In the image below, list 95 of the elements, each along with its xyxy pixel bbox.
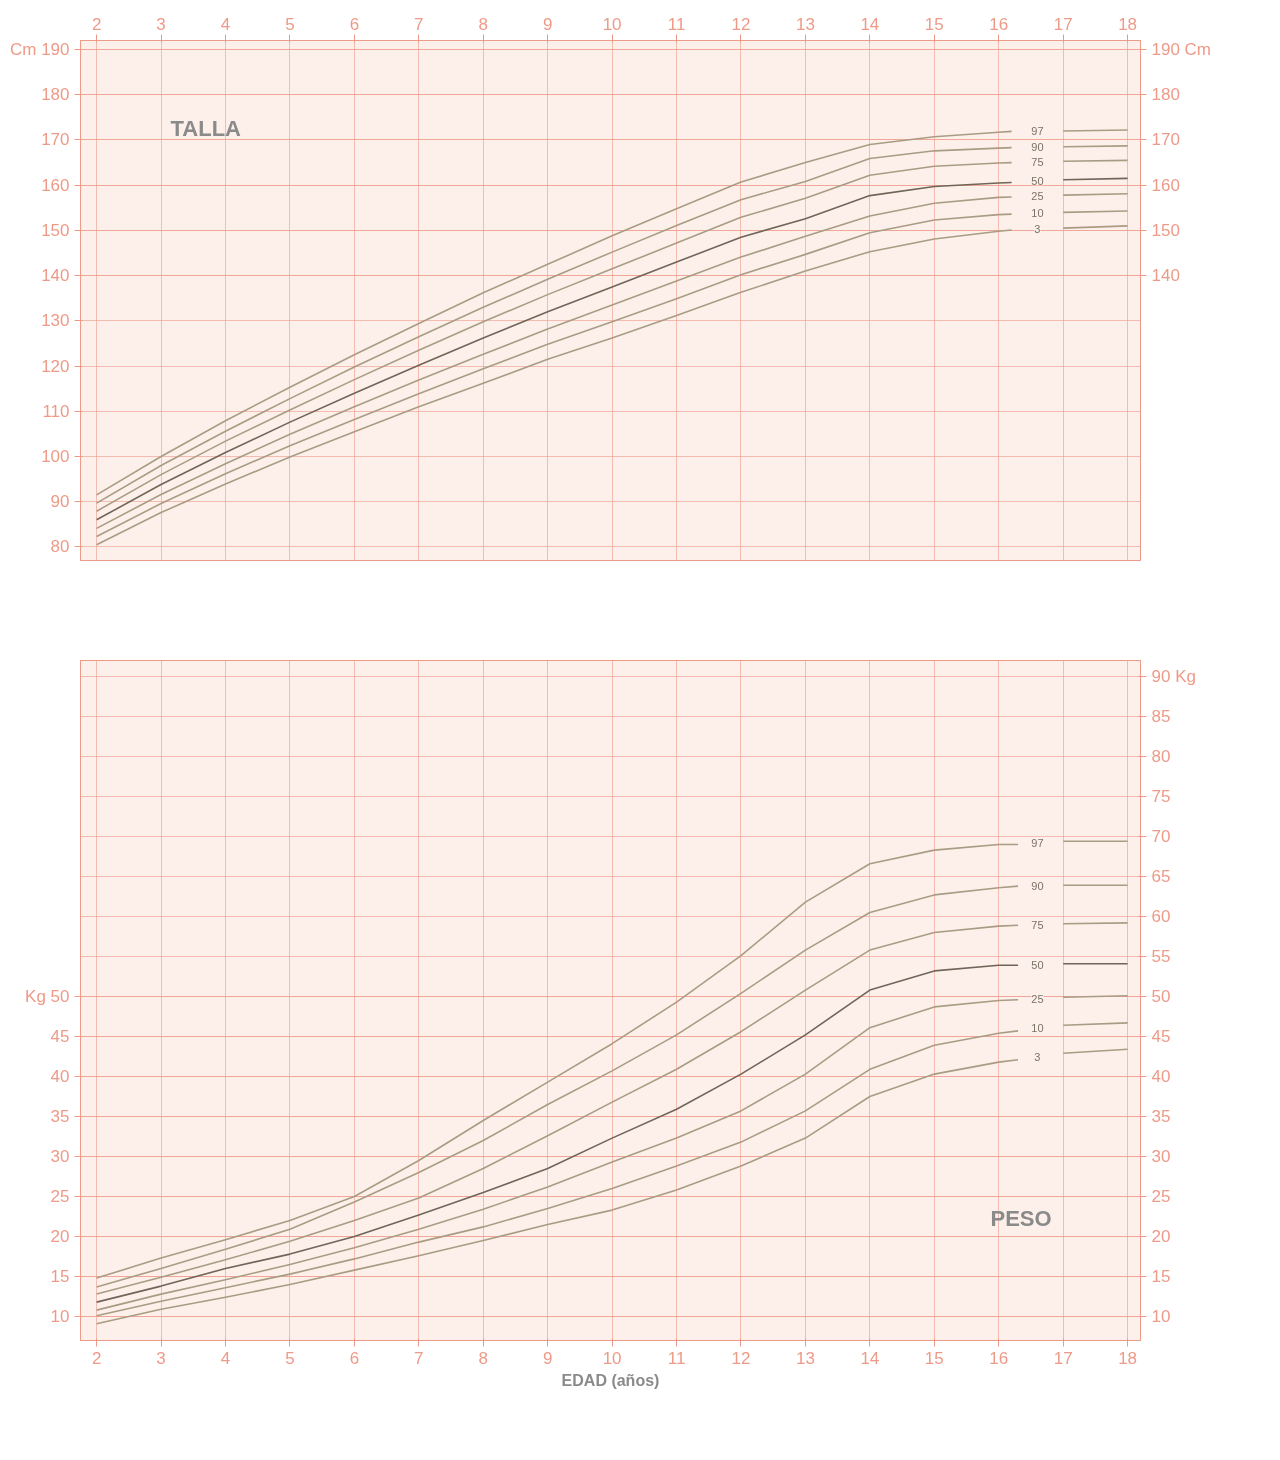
y-tick-label: 20 [50, 1227, 70, 1246]
x-tick-label: 17 [1053, 1348, 1073, 1368]
x-tick-label: 5 [285, 1348, 295, 1368]
y2-tick-label: 30 [1151, 1147, 1171, 1166]
y-tick-label: 30 [50, 1147, 70, 1166]
x-tick-label: 3 [156, 1348, 166, 1368]
text: TALLA [170, 115, 242, 141]
series-label: 90 [1031, 141, 1044, 154]
y-tick-label: 10 [50, 1307, 70, 1326]
series-label: 97 [1031, 836, 1044, 849]
y-tick-label: 100 [41, 447, 70, 466]
x-tick-label: 9 [542, 1348, 553, 1368]
x-tick-label: 13 [795, 1348, 815, 1368]
y-tick-label: 180 [41, 85, 70, 105]
text: PESO [990, 1205, 1052, 1231]
y2-tick-label: 85 [1151, 707, 1171, 726]
text: 3 [1034, 223, 1041, 236]
x-tick-label: 7 [414, 1348, 424, 1368]
y2-tick-label: 50 [1151, 987, 1171, 1006]
y2-tick-label: 80 [1151, 747, 1171, 766]
x-tick-label: 8 [478, 1348, 488, 1368]
y2-tick-label: 35 [1151, 1107, 1171, 1126]
x-tick-label: 10 [602, 1348, 622, 1368]
y2-tick-label: 150 [1151, 220, 1180, 240]
x-tick-label: 12 [731, 1348, 751, 1368]
x-tick-label: 18 [1118, 1348, 1138, 1368]
y-tick-label: 25 [50, 1187, 70, 1206]
x-axis-title: EDAD (años) [561, 1371, 660, 1389]
x-tick-label: 10 [602, 14, 622, 34]
x-tick-label: 18 [1118, 14, 1138, 34]
y2-tick-label: 75 [1151, 787, 1171, 806]
x-tick-label: 11 [667, 1348, 686, 1368]
y-tick-label: 170 [41, 130, 70, 150]
y2-tick-label: 25 [1151, 1187, 1171, 1206]
y-tick-label: 15 [50, 1267, 70, 1286]
series-label: 50 [1031, 958, 1044, 971]
y-tick-label: 110 [42, 401, 70, 421]
y-tick-label: 90 [50, 492, 70, 512]
y2-tick-label: 70 [1151, 827, 1171, 846]
y2-tick-label: 15 [1151, 1267, 1171, 1286]
x-tick-label: 17 [1053, 14, 1073, 34]
y2-tick-label: 45 [1151, 1027, 1171, 1046]
y2-tick-label: 40 [1151, 1067, 1171, 1086]
series-label: 90 [1031, 879, 1044, 892]
x-tick-label: 2 [91, 1348, 102, 1368]
x-tick-label: 6 [349, 14, 360, 34]
y2-tick-label: 160 [1151, 175, 1180, 195]
series-label: 10 [1031, 207, 1044, 220]
y-tick-label: 120 [41, 356, 70, 376]
x-tick-label: 14 [860, 1348, 880, 1368]
series-label: 10 [1031, 1022, 1044, 1035]
series-label: 75 [1031, 155, 1044, 168]
x-tick-label: 9 [542, 14, 553, 34]
x-tick-label: 15 [924, 1348, 944, 1368]
series-label: 3 [1034, 1050, 1041, 1063]
y2-tick-label: 55 [1151, 947, 1171, 966]
y2-tick-label: 90 Kg [1151, 667, 1196, 686]
y-tick-label: Cm 190 [9, 40, 70, 60]
series-label: 50 [1031, 175, 1044, 188]
x-tick-label: 7 [414, 14, 424, 34]
x-tick-label: 15 [924, 14, 944, 34]
x-tick-label: 16 [989, 1348, 1009, 1368]
series-label: 25 [1031, 992, 1044, 1005]
y2-tick-label: 170 [1151, 130, 1180, 150]
series-label: 75 [1031, 918, 1044, 931]
series-label: 97 [1031, 125, 1044, 138]
y-tick-label: Kg 50 [25, 987, 70, 1006]
y-tick-label: 160 [41, 175, 70, 195]
y2-tick-label: 10 [1151, 1307, 1171, 1326]
x-tick-label: 3 [156, 14, 166, 34]
x-tick-label: 2 [91, 14, 102, 34]
y2-tick-label: 20 [1151, 1227, 1171, 1246]
x-tick-label: 16 [989, 14, 1009, 34]
y2-tick-label: 180 [1151, 85, 1180, 105]
x-tick-label: 14 [860, 14, 880, 34]
x-tick-label: 11 [667, 14, 686, 34]
y2-tick-label: 60 [1151, 907, 1171, 926]
y-tick-label: 140 [41, 266, 70, 286]
y-tick-label: 80 [50, 537, 70, 557]
x-tick-label: 6 [349, 1348, 360, 1368]
y2-tick-label: 140 [1151, 266, 1180, 286]
y-tick-label: 45 [50, 1027, 70, 1046]
x-tick-label: 4 [220, 14, 231, 34]
x-tick-label: 4 [220, 1348, 231, 1368]
x-tick-label: 5 [285, 14, 295, 34]
x-tick-label: 13 [795, 14, 815, 34]
y-tick-label: 35 [50, 1107, 70, 1126]
y-tick-label: 150 [41, 220, 70, 240]
y-tick-label: 40 [50, 1067, 70, 1086]
y2-tick-label: 65 [1151, 867, 1171, 886]
y-tick-label: 130 [41, 311, 70, 331]
x-tick-label: 12 [731, 14, 751, 34]
y2-tick-label: 190 Cm [1151, 40, 1212, 60]
series-label: 25 [1031, 190, 1044, 203]
x-tick-label: 8 [478, 14, 488, 34]
